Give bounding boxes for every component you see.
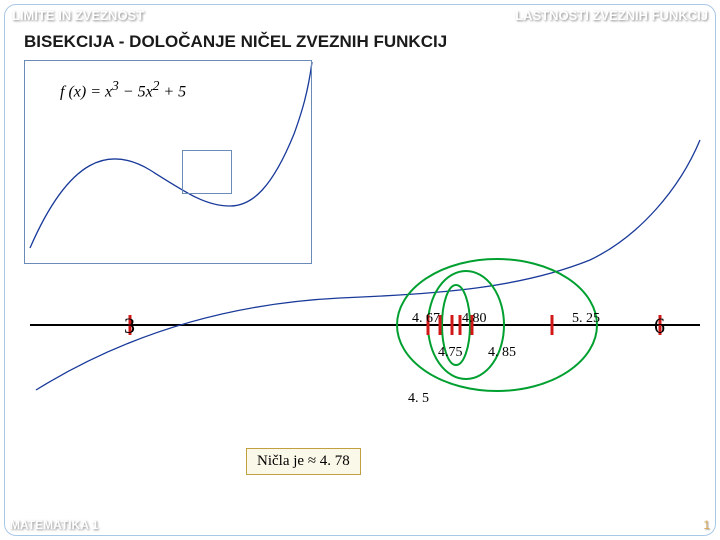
result-prefix: Ničla je	[257, 453, 308, 469]
axis-label-467: 4. 67	[412, 311, 440, 327]
axis-label-475: 4.75	[438, 345, 463, 361]
axis-label-525: 5. 25	[572, 311, 600, 327]
result-value: ≈ 4. 78	[308, 453, 350, 469]
axis-label-45: 4. 5	[408, 391, 429, 407]
axis-label-6: 6	[654, 313, 665, 339]
axis-label-485: 4. 85	[488, 345, 516, 361]
footer-left: MATEMATIKA 1	[10, 518, 98, 532]
formula: f (x) = x3 − 5x2 + 5	[60, 78, 186, 101]
axis-label-480: 4.80	[462, 311, 487, 327]
result-box: Ničla je ≈ 4. 78	[246, 448, 361, 475]
axis-label-3: 3	[124, 313, 135, 339]
footer-right: 1	[703, 518, 710, 532]
zoom-box-inner	[182, 150, 232, 194]
